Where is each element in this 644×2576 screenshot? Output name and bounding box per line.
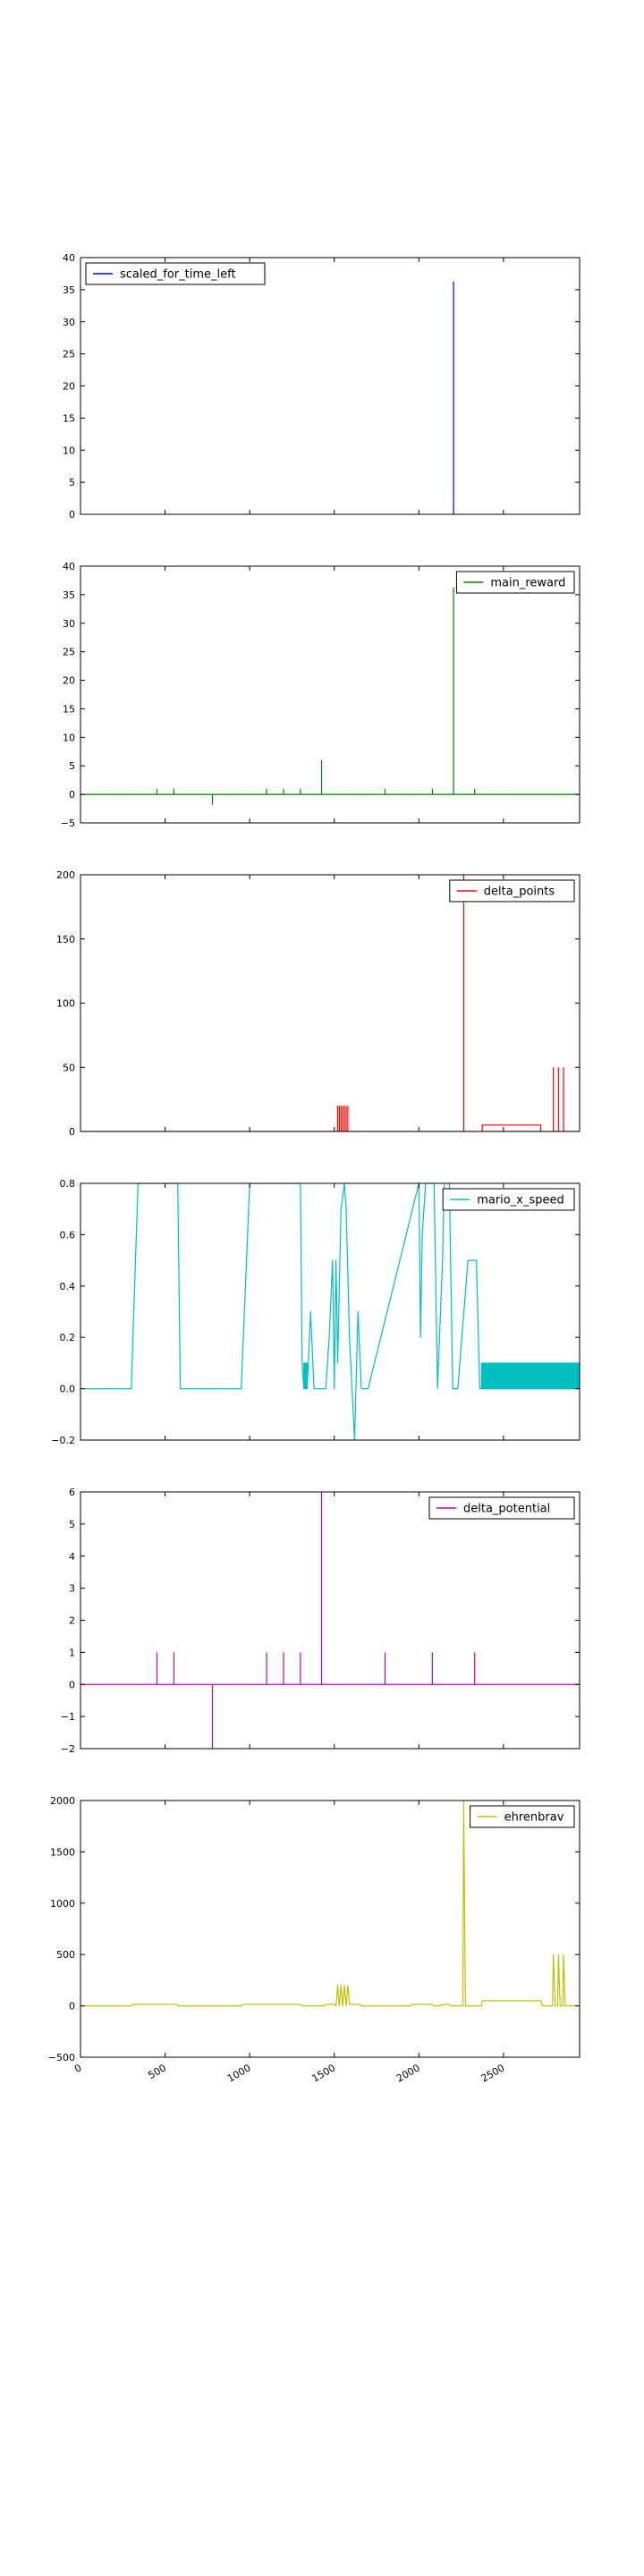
y-tick-label: 6 xyxy=(69,1487,75,1498)
y-tick-label: 10 xyxy=(63,732,75,743)
y-tick-label: 200 xyxy=(56,869,75,881)
y-tick-label: 100 xyxy=(56,998,75,1010)
y-tick-label: 1500 xyxy=(50,1846,75,1858)
plot-frame xyxy=(80,1800,580,2058)
y-tick-label: 50 xyxy=(63,1062,75,1073)
y-tick-label: 0 xyxy=(69,1679,75,1690)
y-tick-label: 20 xyxy=(63,381,75,393)
y-tick-label: 0 xyxy=(69,509,75,521)
legend: main_reward xyxy=(455,571,575,594)
oscillation-band xyxy=(480,1362,580,1390)
y-tick-label: −0.2 xyxy=(51,1435,75,1446)
y-tick-label: 500 xyxy=(56,1949,75,1961)
y-tick-label: 1 xyxy=(69,1647,75,1658)
y-tick-label: 0 xyxy=(69,2001,75,2012)
plot-data-group xyxy=(80,587,580,805)
y-tick-label: 0.8 xyxy=(60,1178,76,1190)
y-tick-label: −5 xyxy=(61,818,75,829)
legend: mario_x_speed xyxy=(442,1188,575,1211)
plot-data-group xyxy=(80,1492,580,1749)
y-tick-label: 20 xyxy=(63,675,75,687)
y-tick-label: 35 xyxy=(63,284,75,296)
y-tick-label: 15 xyxy=(63,703,75,715)
y-tick-label: −2 xyxy=(61,1743,75,1755)
y-tick-label: 5 xyxy=(69,760,75,772)
y-tick-label: 5 xyxy=(69,477,75,488)
y-tick-label: 2000 xyxy=(50,1795,75,1807)
y-tick-label: 40 xyxy=(63,561,75,572)
y-tick-label: 0.0 xyxy=(60,1384,76,1395)
plot-data-group xyxy=(80,875,580,1131)
series-line xyxy=(80,1801,580,2007)
y-tick-label: 0.4 xyxy=(60,1281,76,1292)
y-tick-label: 0.6 xyxy=(60,1229,76,1241)
legend: scaled_for_time_left xyxy=(85,262,266,285)
y-tick-label: 3 xyxy=(69,1583,75,1595)
chart-panel-3: 0 50 100 150 200 delta_points xyxy=(56,869,580,1138)
chart-panel-5: −2 −1 0 1 2 3 4 5 6 delta_potential xyxy=(61,1487,580,1755)
legend-label: main_reward xyxy=(490,577,565,590)
chart-panel-6: −500 0 500 1000 1500 2000 ehrenbrav xyxy=(48,1795,580,2063)
legend: delta_potential xyxy=(428,1496,575,1520)
plateau-segment xyxy=(481,1124,542,1131)
legend-box xyxy=(85,262,266,285)
y-tick-label: 2 xyxy=(69,1615,75,1627)
y-tick-label: 1000 xyxy=(50,1898,75,1910)
plot-data-group xyxy=(80,1183,580,1440)
legend: ehrenbrav xyxy=(470,1805,575,1828)
y-tick-label: 25 xyxy=(63,349,75,360)
legend-label: delta_potential xyxy=(463,1503,550,1516)
legend-label: ehrenbrav xyxy=(504,1811,564,1825)
legend-label: scaled_for_time_left xyxy=(120,268,236,282)
y-tick-label: 150 xyxy=(56,934,75,945)
y-tick-label: 30 xyxy=(63,618,75,630)
y-tick-label: 5 xyxy=(69,1519,75,1530)
y-tick-label: 35 xyxy=(63,589,75,601)
y-tick-label: 15 xyxy=(63,412,75,424)
legend-label: delta_points xyxy=(484,886,555,899)
y-tick-label: −1 xyxy=(61,1711,75,1723)
y-tick-label: 4 xyxy=(69,1551,75,1563)
y-tick-label: 40 xyxy=(63,252,75,264)
y-tick-label: 10 xyxy=(63,445,75,456)
legend: delta_points xyxy=(449,879,575,902)
legend-label: mario_x_speed xyxy=(477,1194,564,1208)
y-tick-label: 0.2 xyxy=(60,1332,76,1343)
plot-data-group xyxy=(80,1801,580,2007)
y-tick-label: 0 xyxy=(69,789,75,801)
y-tick-label: 0 xyxy=(69,1126,75,1138)
y-tick-label: 25 xyxy=(63,647,75,658)
chart-panel-1: 0 5 10 15 20 25 30 35 40 scaled_for_time_left xyxy=(63,252,580,521)
y-tick-label: 30 xyxy=(63,317,75,328)
chart-panel-4: −0.2 0.0 0.2 0.4 0.6 0.8 mario_x_speed xyxy=(51,1178,580,1446)
chart-panel-2: −5 0 5 10 15 20 25 30 35 40 main_reward xyxy=(61,561,580,829)
plot-frame xyxy=(80,565,580,824)
y-tick-label: −500 xyxy=(48,2052,75,2063)
plot-frame xyxy=(80,1182,580,1441)
